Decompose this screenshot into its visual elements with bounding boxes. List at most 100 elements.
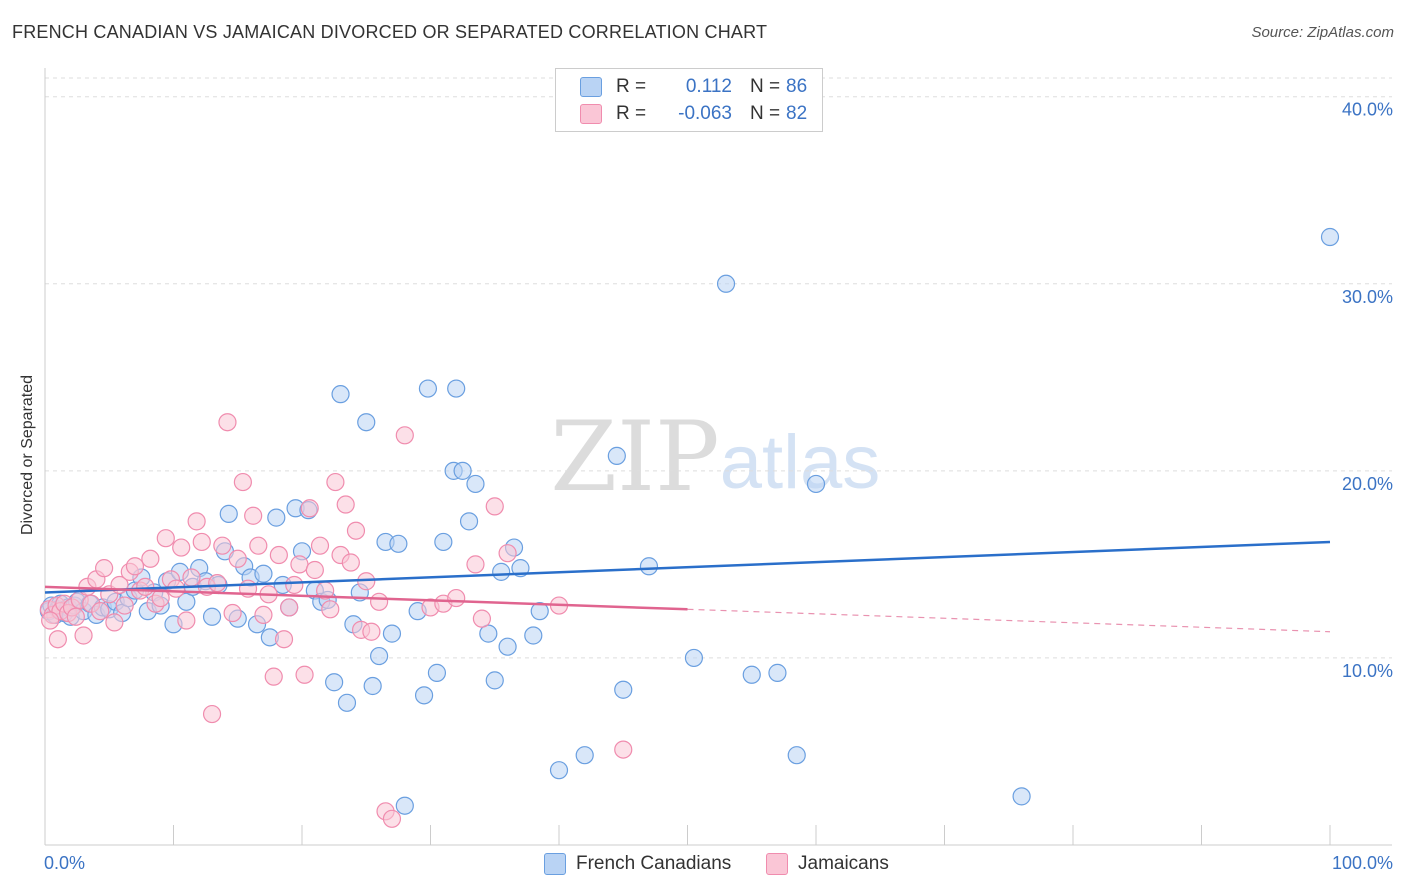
- point-jamaicans: [614, 740, 633, 759]
- point-jamaicans: [447, 588, 466, 608]
- point-french-canadians: [716, 274, 736, 293]
- point-french-canadians: [492, 562, 511, 581]
- point-jamaicans: [395, 426, 414, 445]
- point-french-canadians: [418, 379, 438, 398]
- point-jamaicans: [290, 555, 309, 574]
- point-jamaicans: [223, 603, 242, 623]
- y-tick-label: 20.0%: [1342, 474, 1393, 494]
- stats-legend: R = 0.112 N = 86 R = -0.063 N = 82: [555, 68, 823, 132]
- point-jamaicans: [472, 609, 491, 628]
- bottom-legend-swatch-jamaicans: [766, 853, 788, 875]
- point-french-canadians: [806, 474, 826, 494]
- point-french-canadians: [267, 508, 286, 527]
- point-jamaicans: [136, 577, 155, 596]
- point-french-canadians: [479, 624, 498, 643]
- point-french-canadians: [498, 637, 517, 656]
- point-french-canadians: [768, 663, 787, 682]
- point-jamaicans: [182, 568, 201, 587]
- trendline-jamaicans: [44, 585, 688, 611]
- trendline-dashed-jamaicans: [687, 608, 1331, 633]
- point-jamaicans: [74, 626, 93, 645]
- point-french-canadians: [395, 796, 414, 815]
- point-french-canadians: [530, 602, 549, 621]
- point-french-canadians: [434, 532, 453, 552]
- point-french-canadians: [202, 607, 222, 626]
- point-jamaicans: [382, 809, 402, 828]
- point-jamaicans: [125, 557, 145, 576]
- legend-n-value: 82: [786, 103, 808, 124]
- point-jamaicans: [213, 536, 232, 555]
- point-french-canadians: [414, 686, 434, 705]
- point-french-canadians: [459, 512, 479, 531]
- point-jamaicans: [172, 538, 191, 557]
- point-french-canadians: [427, 663, 447, 682]
- y-tick-label: 10.0%: [1342, 661, 1393, 681]
- point-french-canadians: [639, 557, 659, 576]
- legend-row-french-canadians: R = 0.112 N = 86: [580, 75, 807, 99]
- point-jamaicans: [91, 602, 110, 621]
- point-french-canadians: [684, 648, 704, 668]
- bottom-legend-label: Jamaicans: [798, 853, 889, 874]
- point-jamaicans: [498, 544, 517, 563]
- bottom-legend-jamaicans: Jamaicans: [766, 852, 889, 876]
- legend-r-label: R =: [616, 76, 647, 97]
- point-jamaicans: [285, 575, 304, 595]
- point-french-canadians: [466, 474, 485, 494]
- point-jamaicans: [151, 588, 170, 608]
- point-jamaicans: [310, 536, 330, 555]
- point-jamaicans: [305, 560, 324, 580]
- point-jamaicans: [254, 605, 273, 625]
- point-french-canadians: [524, 626, 543, 645]
- point-french-canadians: [325, 673, 344, 692]
- x-tick-label-max: 100.0%: [1332, 853, 1393, 873]
- legend-n-label: N =: [750, 76, 781, 97]
- point-jamaicans: [485, 497, 504, 516]
- point-french-canadians: [447, 379, 466, 398]
- point-jamaicans: [95, 559, 114, 578]
- point-jamaicans: [336, 495, 355, 514]
- y-tick-label: 30.0%: [1342, 287, 1393, 307]
- point-jamaicans: [370, 592, 389, 611]
- point-french-canadians: [370, 646, 389, 666]
- bottom-legend-french-canadians: French Canadians: [544, 852, 731, 876]
- legend-n-label: N =: [750, 103, 781, 124]
- point-french-canadians: [177, 592, 196, 611]
- point-jamaicans: [48, 630, 67, 649]
- legend-r-label: R =: [616, 103, 647, 124]
- legend-n-value: 86: [786, 76, 808, 97]
- point-jamaicans: [177, 611, 196, 630]
- point-jamaicans: [300, 499, 319, 518]
- point-jamaicans: [66, 607, 85, 626]
- point-french-canadians: [485, 671, 504, 690]
- point-french-canadians: [363, 676, 382, 696]
- point-jamaicans: [264, 667, 283, 686]
- x-tick-label-min: 0.0%: [44, 853, 85, 873]
- point-french-canadians: [389, 534, 408, 553]
- source-label: Source: ZipAtlas.com: [1251, 24, 1394, 41]
- point-jamaicans: [233, 472, 252, 492]
- point-jamaicans: [346, 521, 366, 540]
- point-jamaicans: [295, 665, 314, 684]
- point-jamaicans: [321, 600, 340, 619]
- legend-r-value: -0.063: [678, 103, 732, 124]
- point-jamaicans: [466, 555, 485, 574]
- point-jamaicans: [280, 598, 299, 617]
- legend-swatch-french-canadians: [580, 77, 602, 97]
- legend-swatch-jamaicans: [580, 104, 602, 124]
- point-jamaicans: [187, 512, 206, 531]
- point-jamaicans: [341, 553, 360, 572]
- point-french-canadians: [575, 746, 594, 765]
- legend-r-value: 0.112: [685, 76, 732, 97]
- point-jamaicans: [156, 529, 175, 548]
- chart-title: FRENCH CANADIAN VS JAMAICAN DIVORCED OR …: [12, 22, 768, 42]
- point-jamaicans: [41, 611, 60, 630]
- point-french-canadians: [607, 446, 626, 465]
- watermark-zip: ZIP: [550, 401, 719, 513]
- point-jamaicans: [105, 613, 124, 632]
- point-jamaicans: [362, 622, 381, 641]
- point-jamaicans: [115, 596, 134, 615]
- point-french-canadians: [1320, 227, 1340, 247]
- legend-row-jamaicans: R = -0.063 N = 82: [580, 102, 807, 126]
- bottom-legend-swatch-french-canadians: [544, 853, 566, 875]
